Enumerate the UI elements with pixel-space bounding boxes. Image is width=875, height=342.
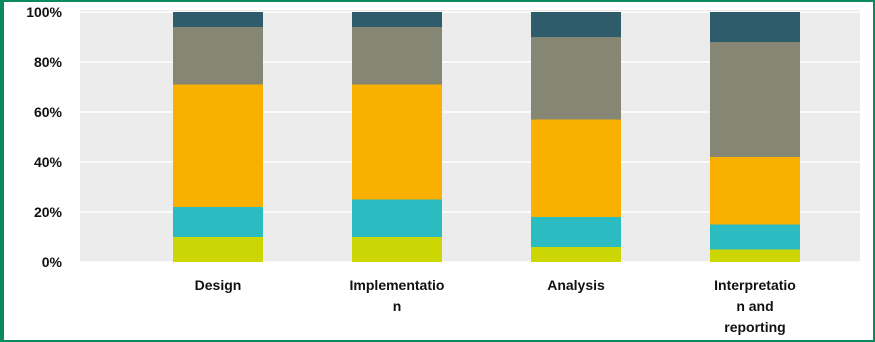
bar-segment [710, 12, 800, 42]
bar-segment [531, 12, 621, 37]
bar-segment [352, 12, 442, 27]
y-tick-label: 60% [34, 104, 63, 120]
bar-segment [531, 217, 621, 247]
x-category-label: Interpretatio n and reporting [714, 277, 796, 335]
x-category-label-line: Design [195, 277, 242, 293]
bar-segment [531, 247, 621, 262]
bar-segment [173, 12, 263, 27]
bar-stack [710, 12, 800, 262]
bar-segment [531, 37, 621, 120]
y-tick-label: 0% [42, 254, 63, 270]
bar-segment [352, 199, 442, 237]
bar-segment [173, 237, 263, 262]
x-category-label-line: Implementatio [350, 277, 445, 293]
x-category-label: Implementatio n [350, 277, 445, 314]
x-category-label: Design [195, 277, 242, 293]
bar-segment [531, 119, 621, 217]
y-tick-label: 40% [34, 154, 63, 170]
x-category-label: Analysis [547, 277, 605, 293]
x-category-label-line: reporting [724, 319, 785, 335]
bar-segment [710, 42, 800, 157]
bar-segment [710, 224, 800, 250]
y-tick-label: 20% [34, 204, 63, 220]
bar-segment [710, 249, 800, 262]
bar-segment [352, 237, 442, 262]
bar-segment [173, 27, 263, 85]
y-tick-label: 80% [34, 54, 63, 70]
bar-segment [710, 157, 800, 225]
bar-stack [173, 12, 263, 262]
y-axis-tick-labels: 0% 20% 40% 60% 80% 100% [26, 4, 62, 270]
x-category-label-line: n and [736, 298, 773, 314]
bar-segment [352, 27, 442, 85]
bar-stack [352, 12, 442, 262]
x-category-label-line: Analysis [547, 277, 605, 293]
bar-segment [173, 207, 263, 237]
bar-stacks [173, 12, 800, 262]
y-tick-label: 100% [26, 4, 62, 20]
bar-stack [531, 12, 621, 262]
x-category-label-line: Interpretatio [714, 277, 796, 293]
x-category-label-line: n [393, 298, 402, 314]
bar-segment [173, 84, 263, 207]
x-axis-category-labels: Design Implementatio n Analysis Interpretati… [195, 277, 796, 335]
bar-segment [352, 84, 442, 200]
